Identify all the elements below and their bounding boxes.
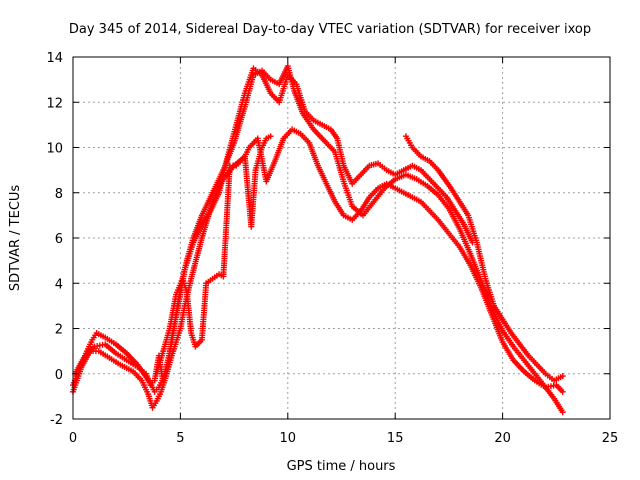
y-tick-label: 0 [55,368,63,383]
data-point [267,133,274,140]
data-points [70,63,566,416]
chart-title: Day 345 of 2014, Sidereal Day-to-day VTE… [69,22,591,37]
x-tick-label: 20 [494,431,511,446]
data-point [559,388,566,395]
y-axis-ticks: -2 0 2 4 6 8 10 12 14 [46,51,610,428]
data-point [559,373,566,380]
x-tick-label: 25 [602,431,619,446]
x-axis-label: GPS time / hours [287,459,396,474]
x-tick-label: 10 [280,431,297,446]
y-tick-label: 6 [55,232,63,247]
x-tick-label: 5 [176,431,184,446]
y-tick-label: 14 [46,51,63,66]
grid [73,57,610,419]
y-tick-label: -2 [50,413,63,428]
x-axis-ticks: 0 5 10 15 20 25 [69,57,618,446]
y-axis-label: SDTVAR / TECUs [8,185,23,292]
x-tick-label: 15 [387,431,404,446]
y-tick-label: 8 [55,187,63,202]
data-point [559,409,566,416]
y-tick-label: 12 [46,96,63,111]
y-tick-label: 4 [55,277,63,292]
y-tick-label: 2 [55,323,63,338]
x-tick-label: 0 [69,431,77,446]
data-point [469,239,476,246]
y-tick-label: 10 [46,142,63,157]
